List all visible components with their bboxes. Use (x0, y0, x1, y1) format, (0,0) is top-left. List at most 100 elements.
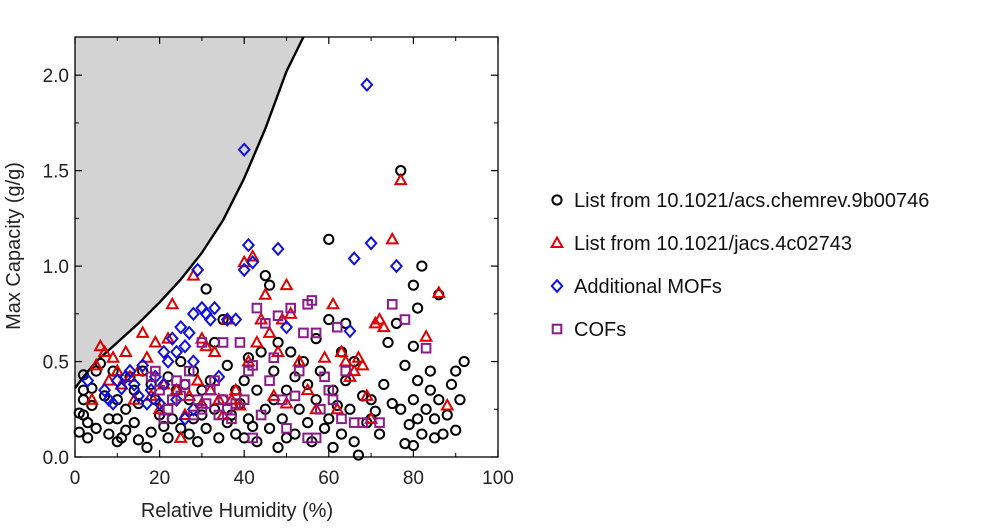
data-point (213, 409, 225, 421)
data-point (327, 441, 339, 454)
data-point (89, 357, 104, 371)
data-point (454, 394, 466, 406)
data-point (285, 302, 297, 314)
data-point (289, 390, 301, 402)
data-point (199, 338, 214, 352)
data-point (419, 329, 434, 342)
legend-item: COFs (551, 319, 626, 341)
data-point (90, 422, 102, 434)
data-point (385, 231, 400, 245)
data-point (420, 342, 432, 354)
data-point (378, 378, 390, 391)
data-point (182, 325, 196, 341)
data-point (258, 287, 273, 300)
data-point (207, 344, 222, 357)
data-point (393, 172, 408, 186)
data-point (162, 432, 174, 444)
data-point (192, 436, 204, 448)
data-point (335, 428, 348, 440)
data-point (351, 350, 366, 363)
data-point (209, 375, 220, 386)
y-tick-label: 1.0 (43, 257, 69, 278)
data-point (293, 365, 305, 377)
data-point (279, 319, 294, 335)
data-point (326, 296, 341, 310)
data-point (208, 300, 222, 316)
y-tick-label: 2.0 (43, 66, 69, 87)
data-point (318, 422, 331, 434)
data-point (150, 365, 161, 377)
data-point (237, 262, 251, 278)
data-point (395, 403, 407, 415)
data-point (152, 401, 167, 415)
data-point (247, 420, 259, 433)
data-point (251, 384, 263, 396)
data-point (300, 382, 315, 396)
legend-marker (549, 235, 565, 248)
data-point (106, 350, 121, 363)
data-point (140, 396, 154, 411)
x-tick-label: 40 (234, 468, 255, 489)
data-point (175, 390, 187, 402)
data-point (264, 375, 275, 386)
data-point (338, 353, 353, 367)
legend-label: List from 10.1021/jacs.4c02743 (574, 233, 852, 255)
data-point (364, 235, 378, 251)
data-point (360, 77, 374, 93)
data-point (279, 277, 294, 291)
data-point (234, 337, 246, 348)
x-tick-label: 60 (318, 468, 339, 489)
data-point (82, 432, 94, 444)
data-point (285, 346, 297, 358)
data-point (373, 428, 386, 440)
infeasible-region (74, 36, 305, 389)
data-point (348, 417, 360, 428)
data-point (315, 403, 326, 415)
data-point (343, 323, 357, 339)
ticks: 0 20 40 60 80 100 0.0 0.5 1.0 1.5 2.0 (43, 37, 514, 489)
data-point (359, 388, 374, 401)
data-point (330, 401, 345, 415)
data-point (331, 321, 343, 333)
data-point (292, 353, 307, 367)
data-point (157, 344, 171, 360)
data-point (106, 396, 120, 411)
data-point (177, 407, 192, 420)
data-point (268, 365, 280, 377)
data-point (118, 344, 133, 357)
x-tick-label: 20 (149, 468, 170, 489)
data-point (178, 338, 192, 354)
x-tick-label: 100 (482, 468, 514, 489)
data-point (174, 319, 188, 335)
data-point (348, 436, 360, 448)
legend-label: COFs (574, 319, 626, 341)
data-point (355, 357, 370, 371)
series-3-points (145, 295, 432, 444)
data-point (327, 394, 339, 406)
data-point (132, 434, 145, 446)
data-point (289, 428, 301, 440)
data-point (183, 365, 195, 377)
data-point (259, 270, 271, 282)
data-point (238, 375, 250, 387)
data-point (84, 392, 99, 405)
data-point (200, 283, 212, 295)
data-point (376, 319, 391, 333)
y-axis-title: Max Capacity (g/g) (3, 162, 25, 330)
legend-marker (551, 194, 563, 206)
data-point (237, 142, 251, 157)
data-point (245, 248, 260, 262)
data-point (441, 409, 453, 421)
data-point (424, 365, 436, 377)
data-point (293, 403, 305, 415)
data-point (403, 418, 415, 431)
legend-label: List from 10.1021/acs.chemrev.9b00746 (574, 190, 929, 212)
x-tick-label: 80 (403, 468, 424, 489)
data-point (262, 325, 277, 338)
data-point (241, 237, 255, 253)
data-point (260, 318, 271, 329)
data-point (369, 405, 381, 417)
data-point (336, 413, 347, 425)
data-point (131, 388, 145, 404)
